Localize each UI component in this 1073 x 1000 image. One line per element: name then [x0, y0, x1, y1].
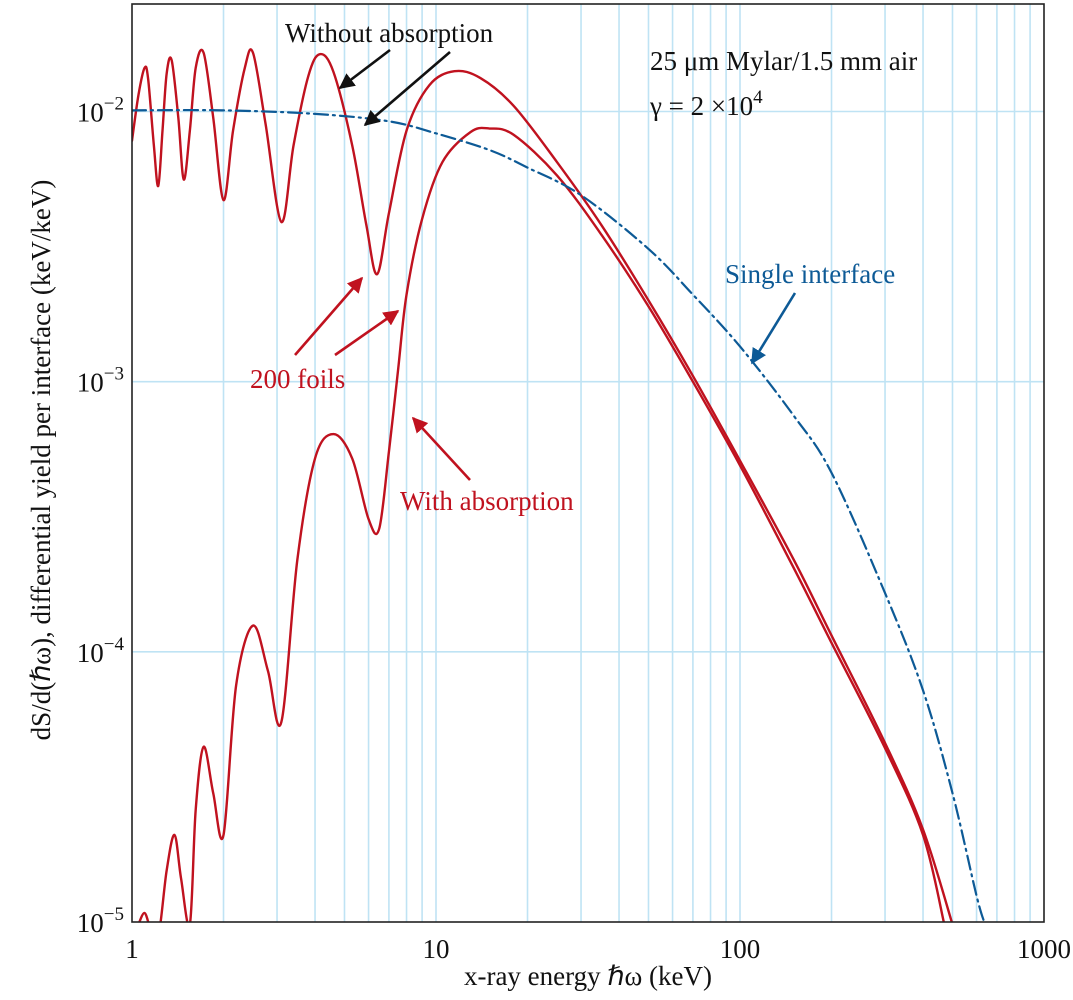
- y-tick-label: 10−4: [77, 634, 125, 668]
- series-line-without-absorption: [132, 48, 954, 922]
- x-axis-title: x-ray energy ℏω (keV): [464, 961, 712, 991]
- x-tick-label: 1000: [1017, 934, 1071, 964]
- arrow-without-absorption-2: [363, 51, 451, 127]
- arrow-200-foils-2: [334, 309, 400, 357]
- arrow-200-foils-1: [294, 276, 364, 356]
- annotation-gamma: γ = 2 ×104: [649, 87, 763, 121]
- arrow-without-absorption-1: [338, 48, 391, 90]
- arrow-with-absorption: [411, 416, 471, 481]
- x-tick-labels: 1 10 100 1000: [125, 934, 1071, 964]
- y-tick-label: 10−3: [77, 364, 124, 398]
- y-tick-label: 10−5: [77, 904, 124, 938]
- x-tick-label: 100: [720, 934, 761, 964]
- annotation-material: 25 μm Mylar/1.5 mm air: [650, 46, 917, 76]
- annotation-single-interface: Single interface: [725, 259, 895, 289]
- y-tick-label: 10−2: [77, 94, 124, 128]
- annotation-gamma-base: γ = 2 ×10: [649, 91, 753, 121]
- annotation-without-absorption: Without absorption: [285, 18, 494, 48]
- series-line-with-absorption: [138, 126, 946, 922]
- arrow-single-interface: [750, 292, 797, 365]
- annotation-gamma-exp: 4: [753, 87, 763, 108]
- series-line-single-interface: [132, 108, 986, 922]
- y-tick-labels: 10−2 10−3 10−4 10−5: [77, 94, 125, 938]
- plot-frame: [131, 3, 1045, 923]
- x-tick-label: 1: [125, 934, 139, 964]
- annotation-with-absorption: With absorption: [400, 486, 574, 516]
- y-axis-title: dS/d(ℏω), differential yield per interfa…: [26, 180, 56, 741]
- annotation-200-foils: 200 foils: [250, 364, 345, 394]
- x-tick-label: 10: [423, 934, 450, 964]
